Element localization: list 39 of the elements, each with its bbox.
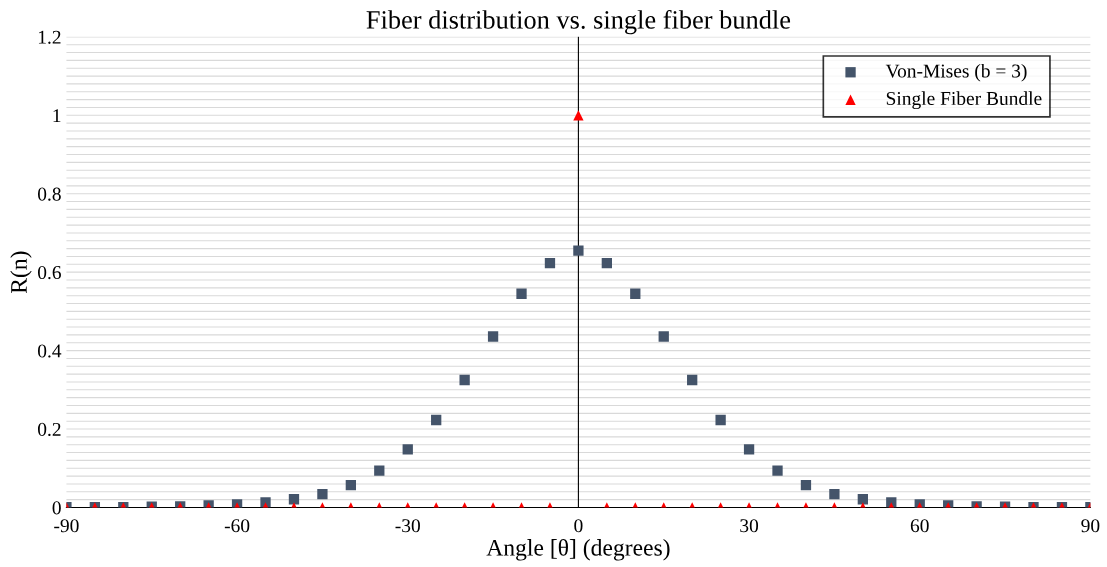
x-tick-label: 30 [740,519,759,533]
point [345,479,357,491]
point [743,444,755,455]
x-tick-label: -30 [395,519,420,533]
y-tick-label: 0.4 [37,344,62,358]
y-tick-label: 0.6 [37,265,61,280]
legend-label: Single Fiber Bundle [886,91,1042,110]
x-tick-label: -90 [54,519,79,533]
point [800,479,812,491]
y-axis-title: R(n) [10,251,32,294]
x-tick-label: 90 [1081,519,1100,533]
y-tick-label: 0 [52,501,61,515]
x-tick-label: 0 [574,519,583,533]
x-tick-label: 60 [910,519,929,533]
chart-title: Fiber distribution vs. single fiber bundle [366,9,791,35]
point [487,331,499,342]
point [402,444,413,455]
point [829,488,840,500]
legend-label: Von-Mises (b = 3) [885,63,1027,82]
point [772,465,783,476]
x-tick-label: -60 [224,519,250,533]
y-tick-label: 1 [53,109,61,123]
x-axis-title: Angle [θ] (degrees) [486,538,670,561]
point [658,331,669,342]
y-tick-label: 0.2 [37,422,61,437]
point [516,288,527,299]
point [687,374,698,386]
point [573,245,584,256]
point [431,414,442,426]
point [630,288,641,299]
point [573,110,584,121]
point [715,414,726,426]
point [317,488,328,500]
y-tick-label: 0.8 [37,187,61,201]
point [601,257,612,269]
y-tick-label: 1.2 [38,30,61,44]
point [544,257,556,269]
point [374,465,385,476]
point [459,374,470,386]
